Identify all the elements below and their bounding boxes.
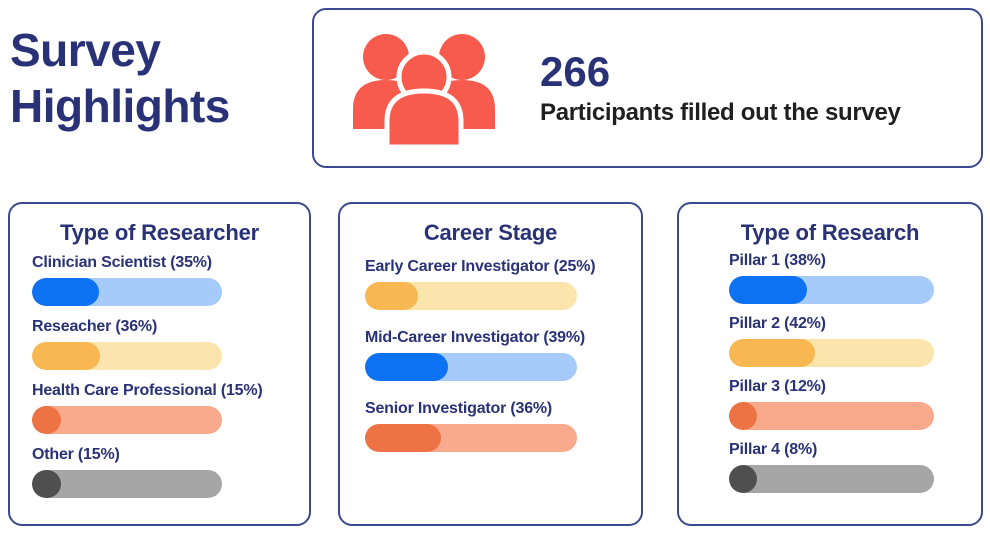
bar-item: Clinician Scientist (35%) [32, 254, 309, 306]
bar-fill [365, 353, 448, 381]
bar-item: Pillar 4 (8%) [729, 441, 981, 493]
card-career-stage: Career Stage Early Career Investigator (… [338, 202, 643, 526]
bar-item: Reseacher (36%) [32, 318, 309, 370]
bar-label: Mid-Career Investigator (39%) [365, 329, 586, 346]
bar-label: Reseacher (36%) [32, 318, 158, 335]
bar-item: Senior Investigator (36%) [365, 400, 641, 452]
bar-label: Clinician Scientist (35%) [32, 254, 212, 271]
bar-track [32, 470, 222, 498]
bar-item: Pillar 2 (42%) [729, 315, 981, 367]
bar-track [365, 353, 577, 381]
bar-item: Other (15%) [32, 446, 309, 498]
card-title: Type of Research [740, 220, 920, 245]
bar-track [729, 276, 934, 304]
bar-fill [32, 470, 61, 498]
bar-track [32, 406, 222, 434]
bar-list: Clinician Scientist (35%) Reseacher (36%… [10, 254, 309, 498]
bar-label: Pillar 2 (42%) [729, 315, 826, 332]
bar-fill [32, 278, 99, 306]
participants-caption: Participants filled out the survey [540, 98, 901, 126]
participants-text: 266 Participants filled out the survey [540, 49, 901, 126]
bar-fill [32, 406, 61, 434]
bar-fill [729, 402, 757, 430]
participants-count: 266 [540, 48, 611, 96]
bar-track [729, 339, 934, 367]
bar-item: Pillar 1 (38%) [729, 252, 981, 304]
card-title: Career Stage [423, 220, 558, 245]
bar-label: Early Career Investigator (25%) [365, 258, 596, 275]
people-group-icon [344, 25, 504, 151]
bar-label: Pillar 1 (38%) [729, 252, 826, 269]
bar-list: Early Career Investigator (25%) Mid-Care… [340, 258, 641, 452]
bar-label: Other (15%) [32, 446, 120, 463]
page-title: Survey Highlights [10, 24, 230, 133]
bar-fill [32, 342, 101, 370]
bar-label: Health Care Professional (15%) [32, 382, 263, 399]
bar-label: Pillar 3 (12%) [729, 378, 826, 395]
bar-track [729, 465, 934, 493]
bar-fill [365, 282, 418, 310]
bar-label: Pillar 4 (8%) [729, 441, 818, 458]
bar-label: Senior Investigator (36%) [365, 400, 553, 417]
bar-fill [729, 276, 807, 304]
card-type-of-research: Type of Research Pillar 1 (38%) Pillar 2… [677, 202, 983, 526]
card-title: Type of Researcher [60, 220, 259, 245]
bar-item: Health Care Professional (15%) [32, 382, 309, 434]
bar-fill [365, 424, 442, 452]
bar-track [729, 402, 934, 430]
bar-item: Pillar 3 (12%) [729, 378, 981, 430]
bar-track [32, 342, 222, 370]
bar-fill [729, 339, 816, 367]
bar-item: Mid-Career Investigator (39%) [365, 329, 641, 381]
bar-fill [729, 465, 757, 493]
bar-track [365, 282, 577, 310]
bar-track [32, 278, 222, 306]
bar-list: Pillar 1 (38%) Pillar 2 (42%) Pillar 3 (… [679, 252, 981, 493]
bar-track [365, 424, 577, 452]
bar-item: Early Career Investigator (25%) [365, 258, 641, 310]
participants-card: 266 Participants filled out the survey [312, 8, 983, 168]
card-type-of-researcher: Type of Researcher Clinician Scientist (… [8, 202, 311, 526]
